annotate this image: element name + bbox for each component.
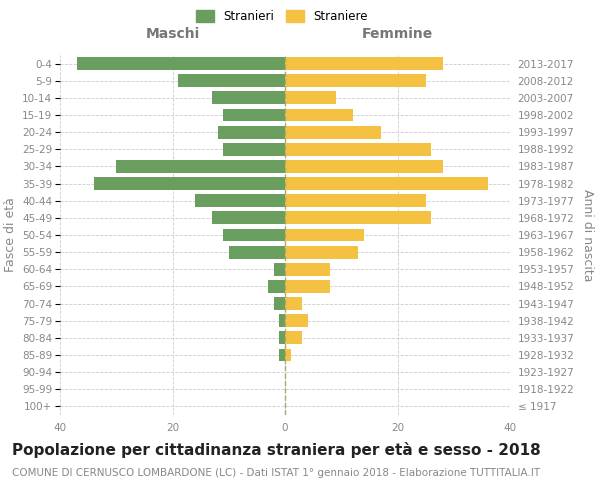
Bar (285, 263, 330, 276)
Bar (280, 314, 285, 327)
Bar (285, 228, 364, 241)
Bar (285, 57, 443, 70)
Bar (285, 348, 290, 362)
Bar (223, 228, 285, 241)
Bar (285, 314, 308, 327)
Bar (285, 108, 353, 122)
Bar (285, 212, 431, 224)
Y-axis label: Fasce di età: Fasce di età (4, 198, 17, 272)
Bar (223, 108, 285, 122)
Bar (285, 143, 431, 156)
Bar (285, 280, 330, 293)
Bar (285, 297, 302, 310)
Bar (285, 92, 335, 104)
Text: Popolazione per cittadinanza straniera per età e sesso - 2018: Popolazione per cittadinanza straniera p… (12, 442, 541, 458)
Bar (280, 348, 285, 362)
Bar (223, 143, 285, 156)
Bar (94, 177, 285, 190)
Bar (280, 332, 285, 344)
Bar (285, 246, 358, 258)
Bar (229, 246, 285, 258)
Y-axis label: Anni di nascita: Anni di nascita (581, 188, 594, 281)
Bar (212, 92, 285, 104)
Bar (212, 212, 285, 224)
Bar (285, 332, 302, 344)
Bar (195, 194, 285, 207)
Bar (218, 126, 285, 138)
Legend: Stranieri, Straniere: Stranieri, Straniere (191, 5, 373, 28)
Bar (285, 74, 425, 87)
Bar (178, 74, 285, 87)
Bar (116, 160, 285, 173)
Bar (77, 57, 285, 70)
Bar (274, 263, 285, 276)
Bar (274, 297, 285, 310)
Bar (285, 160, 443, 173)
Text: Femmine: Femmine (362, 28, 433, 42)
Bar (268, 280, 285, 293)
Text: Maschi: Maschi (145, 28, 200, 42)
Bar (285, 126, 380, 138)
Bar (285, 194, 425, 207)
Text: COMUNE DI CERNUSCO LOMBARDONE (LC) - Dati ISTAT 1° gennaio 2018 - Elaborazione T: COMUNE DI CERNUSCO LOMBARDONE (LC) - Dat… (12, 468, 540, 477)
Bar (285, 177, 487, 190)
